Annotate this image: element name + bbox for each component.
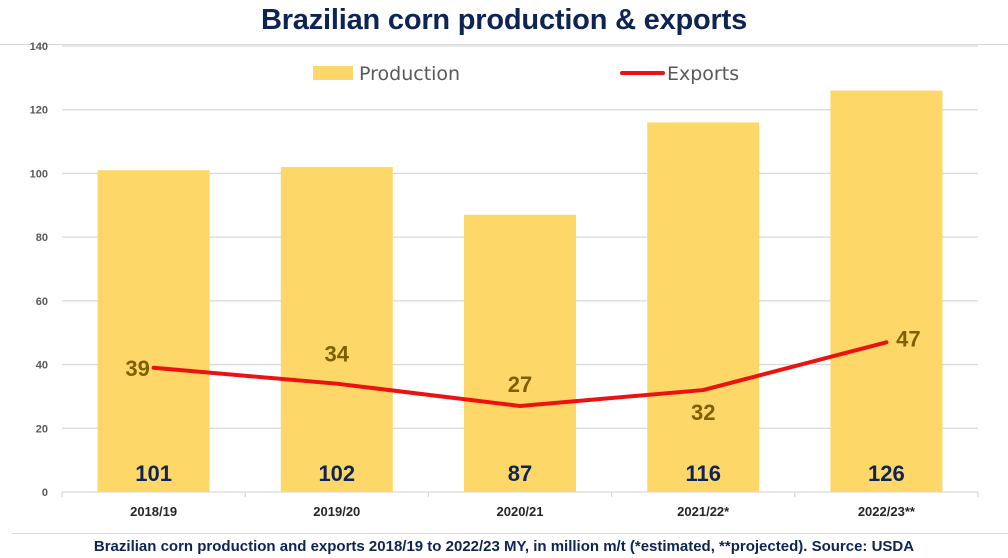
x-tick-label: 2019/20 — [313, 504, 360, 519]
chart-caption: Brazilian corn production and exports 20… — [93, 538, 915, 555]
production-bars — [97, 90, 943, 493]
exports-value-label: 27 — [508, 372, 532, 397]
production-bar — [830, 90, 943, 492]
production-value-label: 102 — [318, 461, 355, 486]
production-value-label: 126 — [868, 461, 905, 486]
y-axis-ticks: 0 20 40 60 80 100 120 140 — [30, 41, 48, 499]
y-tick-label: 40 — [36, 360, 48, 372]
chart-title: Brazilian corn production & exports — [260, 4, 748, 36]
y-tick-label: 80 — [36, 232, 48, 244]
exports-line-group — [151, 340, 889, 408]
legend: Production Exports — [313, 63, 739, 85]
x-tick-label: 2018/19 — [130, 504, 177, 519]
x-tick-label: 2020/21 — [497, 504, 544, 519]
y-tick-label: 20 — [36, 423, 48, 435]
production-bar — [647, 122, 760, 492]
y-tick-label: 60 — [36, 296, 48, 308]
production-value-label: 101 — [135, 461, 172, 486]
y-tick-label: 100 — [30, 168, 48, 180]
legend-exports-label: Exports — [667, 63, 739, 85]
exports-value-label: 39 — [125, 356, 149, 381]
legend-production-swatch — [313, 66, 353, 80]
x-tick-label: 2021/22* — [677, 504, 730, 519]
production-value-label: 116 — [685, 461, 721, 486]
x-tick-label: 2022/23** — [858, 504, 916, 519]
y-tick-label: 140 — [30, 41, 48, 53]
gridlines — [62, 45, 978, 429]
exports-labels: 39 34 27 32 47 — [125, 326, 920, 425]
production-value-label: 87 — [508, 461, 532, 486]
production-bar — [97, 170, 210, 492]
production-bar — [280, 167, 393, 493]
exports-value-label: 34 — [325, 342, 350, 367]
legend-production-label: Production — [359, 63, 460, 85]
exports-value-label: 32 — [691, 400, 715, 425]
y-tick-label: 0 — [42, 487, 48, 499]
production-labels: 101 102 87 116 126 — [135, 461, 905, 486]
title-divider — [0, 44, 1008, 45]
exports-value-label: 47 — [896, 326, 920, 351]
caption-divider — [12, 533, 1008, 534]
y-tick-label: 120 — [30, 105, 48, 117]
x-axis: 2018/19 2019/20 2020/21 2021/22* 2022/23** — [61, 491, 979, 519]
production-bar — [464, 214, 576, 493]
